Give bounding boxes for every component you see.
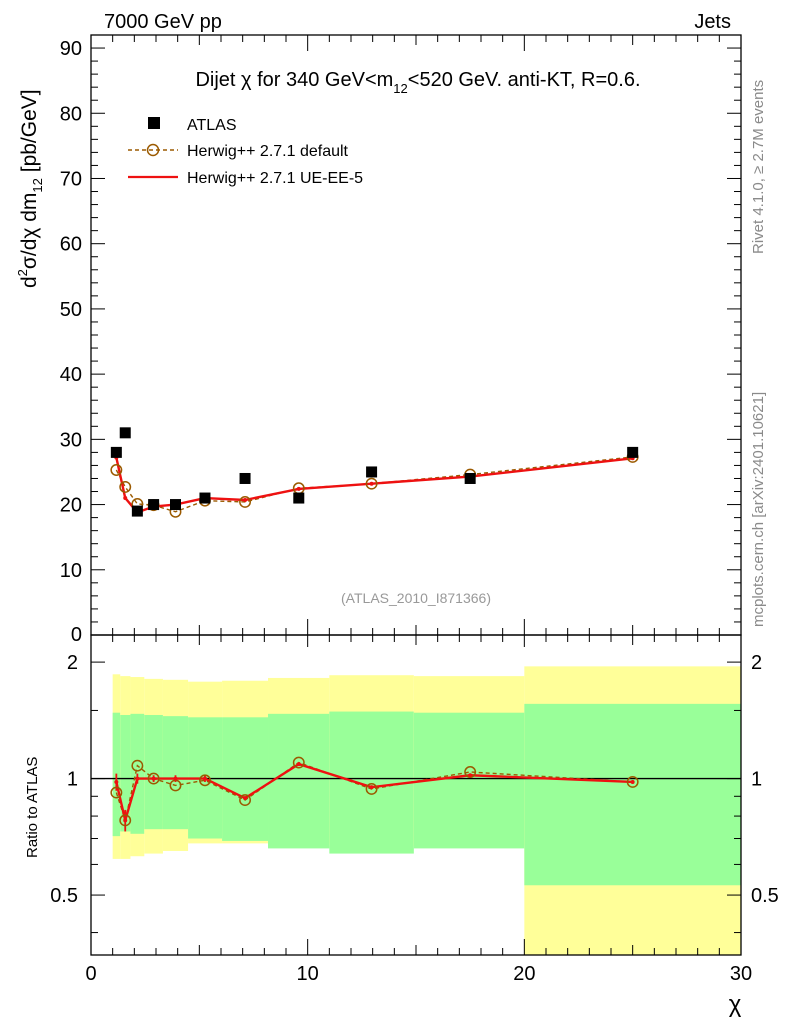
y-tick-label: 30 <box>60 429 82 451</box>
ratio-point-default <box>131 759 144 772</box>
ratio-point-ue <box>135 776 140 781</box>
ratio-point-default <box>292 756 305 769</box>
point-default <box>119 481 132 493</box>
band-green-bin <box>268 713 330 849</box>
point-atlas <box>131 505 143 517</box>
point-atlas <box>366 466 378 478</box>
ratio-tick-label-left: 2 <box>67 652 78 674</box>
point-atlas <box>293 492 305 504</box>
ratio-point-ue <box>243 796 248 801</box>
analysis-watermark: (ATLAS_2010_I871366) <box>341 590 491 606</box>
point-atlas <box>627 446 639 458</box>
ratio-point-default <box>626 776 639 788</box>
point-ue <box>369 481 374 486</box>
title-sub: 12 <box>393 81 407 96</box>
point-default <box>110 464 123 476</box>
point-default <box>239 496 252 508</box>
point-atlas <box>119 427 131 439</box>
point-ue <box>243 498 248 502</box>
x-tick-label: 30 <box>730 963 752 985</box>
legend-label-atlas: ATLAS <box>187 117 237 134</box>
y-tick-label: 10 <box>60 560 82 582</box>
ratio-point-default <box>147 772 160 785</box>
legend-label-default: Herwig++ 2.7.1 default <box>187 143 349 160</box>
ratio-tick-label-right: 1 <box>751 769 762 791</box>
legend-label-ue: Herwig++ 2.7.1 UE-EE-5 <box>187 170 363 187</box>
ratio-point-ue <box>369 785 374 790</box>
ylabel-unit: [pb/GeV] <box>18 89 41 178</box>
y-tick-label: 20 <box>60 495 82 517</box>
y-tick-label: 90 <box>60 38 82 60</box>
title-chi: χ <box>241 69 252 91</box>
ratio-point-ue <box>630 779 635 784</box>
ratio-point-default <box>119 814 132 827</box>
band-green-bin <box>120 714 131 832</box>
mcplots-label: mcplots.cern.ch [arXiv:2401.10621] <box>750 392 767 627</box>
ratio-tick-label-right: 2 <box>751 652 762 674</box>
legend-marker-default <box>146 143 160 157</box>
ratio-point-ue <box>114 779 119 784</box>
main-lines <box>115 456 633 514</box>
x-tick-label: 0 <box>85 963 96 985</box>
band-green-bin <box>144 714 163 830</box>
point-atlas <box>148 499 160 511</box>
point-ue <box>123 496 128 501</box>
ratio-point-default <box>365 783 378 795</box>
point-atlas <box>464 472 476 484</box>
ylabel-d: d <box>18 276 41 288</box>
ratio-point-ue <box>173 776 178 781</box>
ratio-ylabel: Ratio to ATLAS <box>24 757 41 858</box>
plot-title: Dijet χ for 340 GeV<m12<520 GeV. anti-KT… <box>195 69 640 96</box>
y-tick-label: 0 <box>71 624 82 646</box>
ratio-lines <box>110 756 639 832</box>
band-green-bin <box>162 716 189 830</box>
header-right: Jets <box>694 11 731 33</box>
ratio-point-ue <box>296 762 301 767</box>
ratio-bands <box>112 666 741 955</box>
ratio-tick-label-right: 0.5 <box>751 885 779 907</box>
point-atlas <box>110 446 122 458</box>
ratio-point-default <box>110 786 123 799</box>
ratio-point-ue <box>468 773 473 778</box>
main-points <box>110 427 639 518</box>
ratio-point-default <box>199 774 211 787</box>
point-atlas <box>170 499 181 511</box>
legend: ATLAS Herwig++ 2.7.1 default Herwig++ 2.… <box>128 117 363 187</box>
title-suffix: <520 GeV. anti-KT, R=0.6. <box>408 69 641 91</box>
legend-marker-atlas <box>148 117 160 129</box>
point-atlas <box>239 472 251 484</box>
xlabel: χ <box>729 991 742 1018</box>
title-mid: for 340 GeV<m <box>252 69 394 91</box>
header-left: 7000 GeV pp <box>104 11 222 33</box>
y-tick-label: 80 <box>60 103 82 125</box>
ratio-point-ue <box>202 776 207 781</box>
ratio-point-default <box>239 794 252 807</box>
ylabel-sigma: σ/dχ dm <box>18 193 41 270</box>
ratio-point-ue <box>123 818 128 823</box>
ylabel-sub: 12 <box>30 178 45 192</box>
x-tick-label: 10 <box>297 963 319 985</box>
point-ue <box>296 486 301 491</box>
y-tick-label: 70 <box>60 168 82 190</box>
ylabel-sup: 2 <box>15 269 30 276</box>
x-tick-label: 20 <box>513 963 535 985</box>
band-green-bin <box>329 711 414 854</box>
y-tick-label: 60 <box>60 234 82 256</box>
ratio-tick-label-left: 1 <box>67 769 78 791</box>
point-atlas <box>199 492 211 504</box>
y-tick-label: 40 <box>60 364 82 386</box>
main-ylabel: d2σ/dχ dm12 [pb/GeV] <box>15 89 45 288</box>
rivet-label: Rivet 4.1.0, ≥ 2.7M events <box>750 80 767 254</box>
ratio-tick-label-left: 0.5 <box>50 885 78 907</box>
ratio-point-ue <box>151 776 156 781</box>
band-green-bin <box>524 703 741 886</box>
title-prefix: Dijet <box>195 69 241 91</box>
y-tick-label: 50 <box>60 299 82 321</box>
point-default <box>365 477 378 490</box>
